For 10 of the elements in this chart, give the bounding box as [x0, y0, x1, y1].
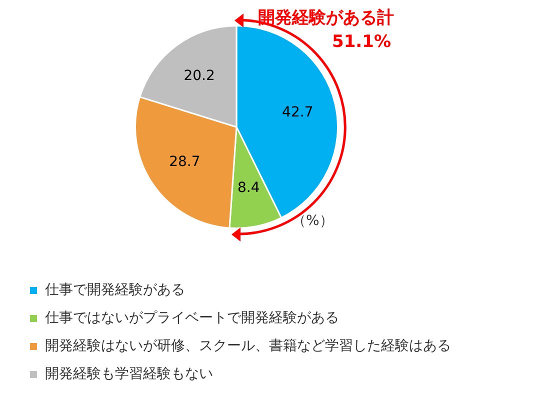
- text: 51.1%: [332, 32, 391, 52]
- legend-label: 仕事で開発経験がある: [45, 281, 185, 299]
- data-label: 20.2: [184, 68, 215, 84]
- data-label: 42.7: [282, 104, 314, 120]
- legend-label: 開発経験はないが研修、スクール、書籍など学習した経験はある: [45, 337, 451, 355]
- data-label: 8.4: [238, 180, 260, 196]
- data-label: 28.7: [169, 154, 200, 170]
- legend-label: 仕事ではないがプライベートで開発経験がある: [45, 309, 339, 327]
- text: （%）: [292, 212, 334, 230]
- legend-label: 開発経験も学習経験もない: [45, 365, 213, 383]
